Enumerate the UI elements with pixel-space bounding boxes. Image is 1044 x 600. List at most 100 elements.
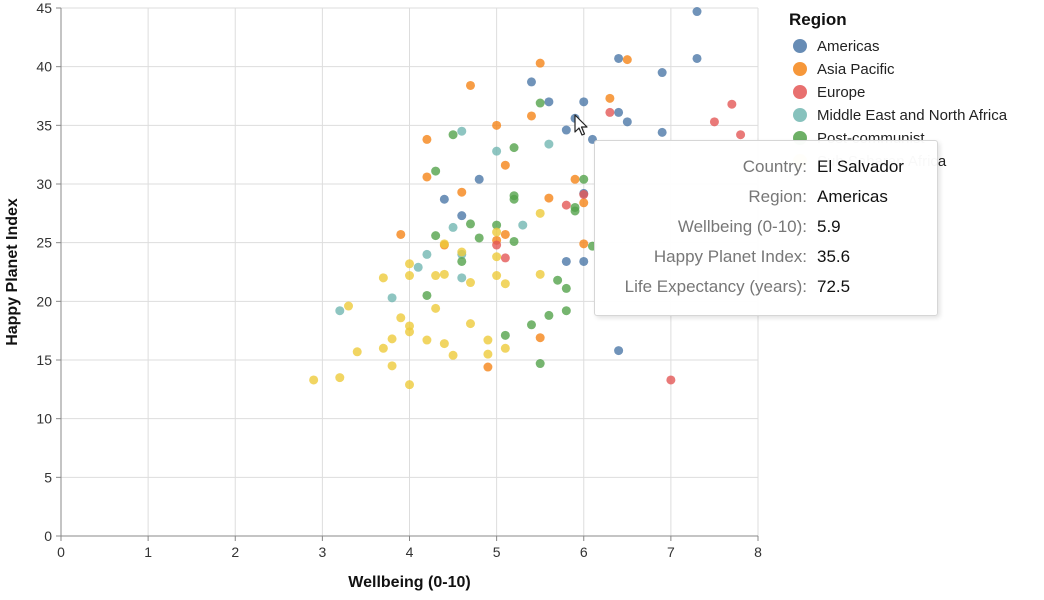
data-point[interactable] <box>439 269 449 279</box>
data-point[interactable] <box>457 211 467 221</box>
data-point[interactable] <box>579 256 589 266</box>
data-point[interactable] <box>483 362 493 372</box>
data-point[interactable] <box>335 306 345 316</box>
data-point[interactable] <box>535 333 545 343</box>
data-point[interactable] <box>492 120 502 130</box>
data-point[interactable] <box>335 373 345 383</box>
data-point[interactable] <box>544 193 554 203</box>
data-point[interactable] <box>518 220 528 230</box>
data-point[interactable] <box>474 233 484 243</box>
data-point[interactable] <box>666 375 676 385</box>
data-point[interactable] <box>465 80 475 90</box>
data-point[interactable] <box>422 249 432 259</box>
data-point[interactable] <box>509 236 519 246</box>
data-point[interactable] <box>352 347 362 357</box>
data-point[interactable] <box>736 130 746 140</box>
data-point[interactable] <box>422 134 432 144</box>
data-point[interactable] <box>413 262 423 272</box>
data-point[interactable] <box>526 320 536 330</box>
data-point[interactable] <box>396 313 406 323</box>
data-point[interactable] <box>457 247 467 257</box>
data-point[interactable] <box>657 127 667 137</box>
data-point[interactable] <box>492 240 502 250</box>
data-point[interactable] <box>483 349 493 359</box>
data-point[interactable] <box>553 275 563 285</box>
data-point[interactable] <box>483 335 493 345</box>
data-point[interactable] <box>422 290 432 300</box>
data-point[interactable] <box>544 139 554 149</box>
data-point[interactable] <box>561 256 571 266</box>
data-point[interactable] <box>561 283 571 293</box>
data-point[interactable] <box>457 273 467 283</box>
data-point[interactable] <box>457 126 467 136</box>
data-point[interactable] <box>579 198 589 208</box>
data-point[interactable] <box>500 229 510 239</box>
data-point[interactable] <box>535 359 545 369</box>
data-point[interactable] <box>579 97 589 107</box>
data-point[interactable] <box>622 55 632 65</box>
data-point[interactable] <box>492 146 502 156</box>
data-point[interactable] <box>500 253 510 263</box>
data-point[interactable] <box>500 330 510 340</box>
data-point[interactable] <box>405 327 414 337</box>
data-point[interactable] <box>474 174 484 184</box>
data-point[interactable] <box>622 117 632 127</box>
data-point[interactable] <box>405 259 414 269</box>
data-point[interactable] <box>448 350 458 360</box>
data-point[interactable] <box>492 220 502 230</box>
data-point[interactable] <box>309 375 319 385</box>
data-point[interactable] <box>457 187 467 197</box>
data-point[interactable] <box>448 222 458 232</box>
data-point[interactable] <box>405 271 414 281</box>
data-point[interactable] <box>431 231 441 241</box>
data-point[interactable] <box>492 271 502 281</box>
data-point[interactable] <box>387 293 397 303</box>
data-point[interactable] <box>526 77 536 87</box>
data-point[interactable] <box>492 227 502 237</box>
data-point[interactable] <box>692 7 702 17</box>
data-point[interactable] <box>579 239 589 249</box>
data-point[interactable] <box>405 380 414 390</box>
data-point[interactable] <box>431 303 441 313</box>
data-point[interactable] <box>605 107 615 117</box>
data-point[interactable] <box>465 319 475 329</box>
data-point[interactable] <box>614 346 624 356</box>
data-point[interactable] <box>614 107 624 117</box>
data-point[interactable] <box>509 194 519 204</box>
data-point[interactable] <box>344 301 354 311</box>
data-point[interactable] <box>570 206 580 216</box>
data-point[interactable] <box>387 361 397 371</box>
data-point[interactable] <box>561 306 571 316</box>
data-point[interactable] <box>448 130 458 140</box>
data-point[interactable] <box>396 229 406 239</box>
data-point[interactable] <box>544 97 554 107</box>
data-point[interactable] <box>509 143 519 153</box>
data-point[interactable] <box>492 252 502 262</box>
data-point[interactable] <box>378 273 388 283</box>
data-point[interactable] <box>709 117 719 127</box>
data-point[interactable] <box>422 335 432 345</box>
data-point[interactable] <box>500 343 510 353</box>
data-point[interactable] <box>378 343 388 353</box>
data-point[interactable] <box>439 194 449 204</box>
data-point[interactable] <box>535 98 545 108</box>
data-point[interactable] <box>535 208 545 218</box>
data-point[interactable] <box>544 310 554 320</box>
data-point[interactable] <box>431 166 441 176</box>
data-point[interactable] <box>561 125 571 135</box>
data-point[interactable] <box>657 68 667 78</box>
data-point[interactable] <box>579 174 589 184</box>
data-point[interactable] <box>561 200 571 210</box>
data-point[interactable] <box>431 271 441 281</box>
data-point[interactable] <box>614 53 624 63</box>
data-point[interactable] <box>422 172 432 182</box>
data-point[interactable] <box>526 111 536 121</box>
data-point[interactable] <box>500 279 510 289</box>
data-point[interactable] <box>727 99 737 109</box>
data-point[interactable] <box>457 256 467 266</box>
data-point[interactable] <box>579 190 589 200</box>
data-point[interactable] <box>387 334 397 344</box>
data-point[interactable] <box>500 160 510 170</box>
data-point[interactable] <box>692 53 702 63</box>
data-point[interactable] <box>465 278 475 288</box>
